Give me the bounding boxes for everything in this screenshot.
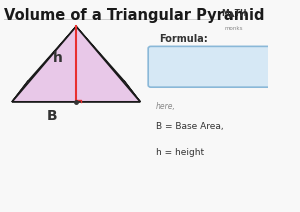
Text: B: B: [47, 109, 57, 123]
Text: 1: 1: [232, 51, 238, 60]
Polygon shape: [12, 81, 140, 102]
Text: Bh: Bh: [246, 61, 260, 71]
Polygon shape: [12, 26, 76, 102]
Polygon shape: [12, 26, 140, 102]
Text: here,: here,: [156, 102, 176, 110]
Text: h = height: h = height: [156, 148, 204, 156]
Text: h: h: [52, 51, 62, 65]
Text: M▲TH: M▲TH: [221, 8, 246, 17]
Text: Volume of a Triangular Pyramid: Volume of a Triangular Pyramid: [4, 8, 265, 23]
Text: 3: 3: [232, 68, 238, 77]
Polygon shape: [76, 26, 140, 102]
Text: Formula:: Formula:: [159, 34, 208, 44]
Text: B = Base Area,: B = Base Area,: [156, 122, 224, 131]
Text: monks: monks: [224, 26, 243, 32]
FancyBboxPatch shape: [148, 46, 271, 87]
Text: Volume (V) =: Volume (V) =: [156, 61, 232, 71]
